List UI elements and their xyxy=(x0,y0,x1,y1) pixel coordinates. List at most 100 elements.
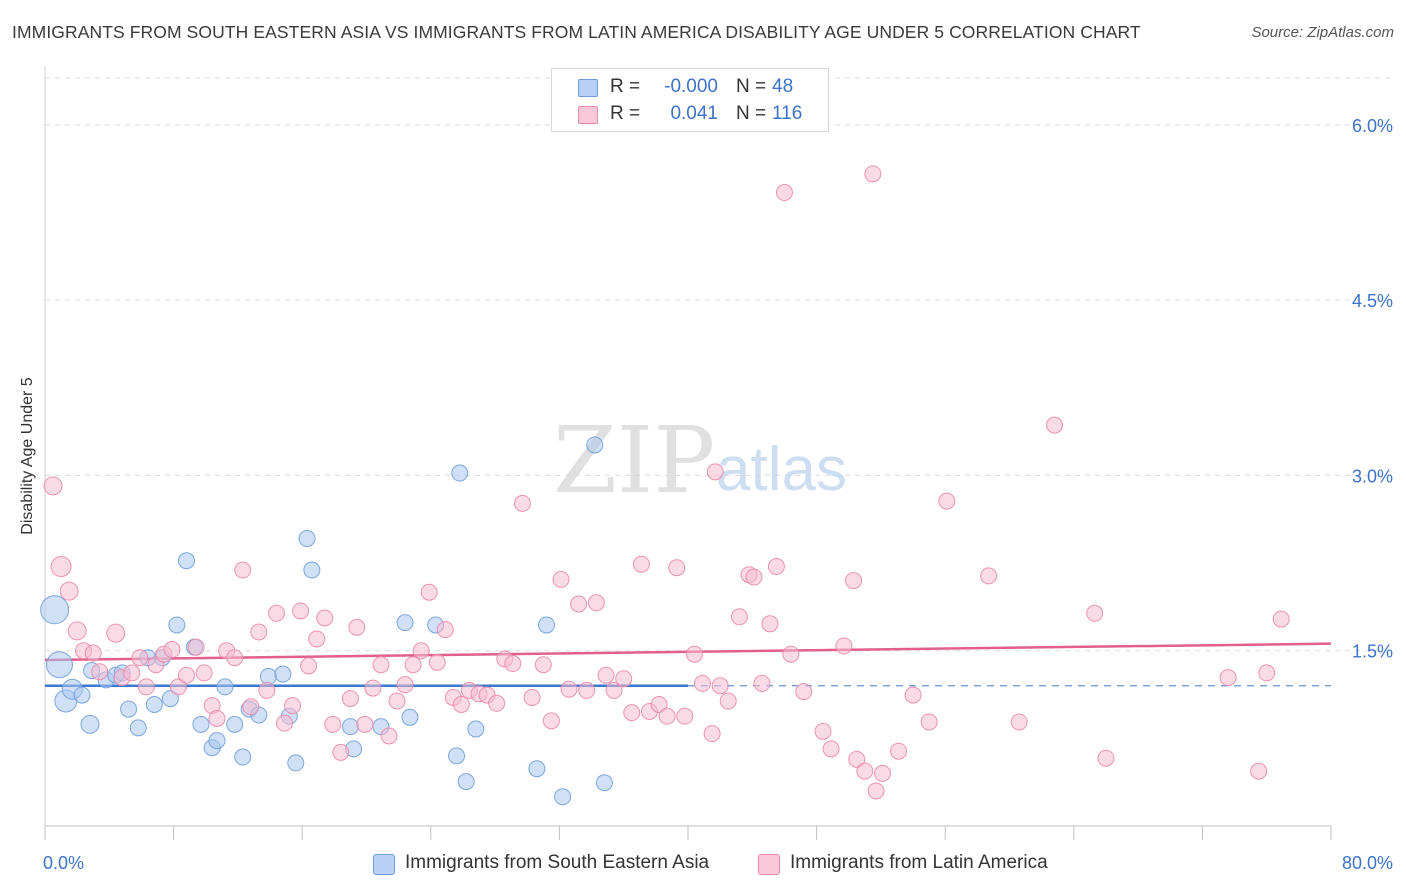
pink-data-point xyxy=(668,559,686,577)
pink-data-point xyxy=(396,676,414,694)
blue-data-point xyxy=(595,774,613,792)
pink-data-point xyxy=(658,707,676,725)
pink-data-point xyxy=(856,762,874,780)
pink-data-point xyxy=(560,680,578,698)
pink-data-point xyxy=(324,715,342,733)
axes xyxy=(44,66,1332,840)
pink-data-point xyxy=(623,704,641,722)
blue-data-point xyxy=(208,732,226,750)
y-tick-label: 1.5% xyxy=(1352,642,1393,662)
blue-data-point xyxy=(554,788,572,806)
pink-data-point xyxy=(706,463,724,481)
pink-data-point xyxy=(504,655,522,673)
pink-data-point xyxy=(372,656,390,674)
blue-data-point xyxy=(538,616,556,634)
pink-data-point xyxy=(867,782,885,800)
blue-data-point xyxy=(341,718,359,736)
pink-data-point xyxy=(730,608,748,626)
watermark-atlas: atlas xyxy=(716,435,847,504)
pink-data-point xyxy=(685,645,703,663)
pink-legend-swatch xyxy=(758,854,780,875)
pink-data-point xyxy=(719,692,737,710)
blue-data-point xyxy=(40,595,70,625)
blue-data-point xyxy=(234,748,252,766)
legend-r-value: -0.000 xyxy=(664,76,718,97)
blue-data-point xyxy=(448,747,466,765)
blue-data-point xyxy=(73,686,91,704)
y-tick-label: 3.0% xyxy=(1352,466,1393,486)
blue-data-point xyxy=(457,773,475,791)
pink-data-point xyxy=(208,709,226,727)
pink-data-point xyxy=(745,568,763,586)
pink-data-point xyxy=(356,715,374,733)
data-points xyxy=(40,165,1290,806)
pink-data-point xyxy=(890,742,908,760)
pink-data-point xyxy=(814,722,832,740)
pink-data-point xyxy=(412,642,430,660)
pink-data-point xyxy=(835,637,853,655)
pink-data-point xyxy=(1046,416,1064,434)
pink-data-point xyxy=(632,555,650,573)
pink-data-point xyxy=(1086,604,1104,622)
pink-data-point xyxy=(845,572,863,590)
pink-data-point xyxy=(1010,713,1028,731)
pink-data-point xyxy=(605,681,623,699)
pink-data-point xyxy=(1097,749,1115,767)
blue-data-point xyxy=(586,436,604,454)
pink-data-point xyxy=(284,697,302,715)
blue-data-point xyxy=(226,715,244,733)
correlation-legend: R = -0.000 N = 48 R = 0.041 N = 116 xyxy=(551,68,829,132)
pink-data-point xyxy=(364,679,382,697)
pink-data-point xyxy=(587,594,605,612)
blue-data-point xyxy=(168,616,186,634)
x-tick-label: 80.0% xyxy=(1342,853,1393,873)
watermark-zip: ZIP xyxy=(553,407,715,514)
pink-data-point xyxy=(761,615,779,633)
pink-data-point xyxy=(1272,610,1290,628)
legend-label: Immigrants from Latin America xyxy=(790,852,1048,873)
pink-data-point xyxy=(137,678,155,696)
pink-data-point xyxy=(226,649,244,667)
blue-data-point xyxy=(161,690,179,708)
pink-data-point xyxy=(123,664,141,682)
pink-data-point xyxy=(258,681,276,699)
pink-data-point xyxy=(43,476,63,496)
y-axis-label: Disability Age Under 5 xyxy=(19,377,36,535)
pink-data-point xyxy=(250,623,268,641)
pink-data-point xyxy=(534,656,552,674)
blue-data-point xyxy=(396,614,414,632)
pink-data-point xyxy=(570,595,588,613)
pink-data-point xyxy=(711,677,729,695)
pink-data-point xyxy=(874,764,892,782)
blue-data-point xyxy=(120,700,138,718)
pink-data-point xyxy=(542,712,560,730)
blue-data-point xyxy=(467,720,485,738)
blue-data-point xyxy=(259,667,277,685)
pink-data-point xyxy=(782,645,800,663)
pink-data-point xyxy=(864,165,882,183)
pink-data-point xyxy=(848,750,866,768)
pink-data-point xyxy=(428,653,446,671)
pink-data-point xyxy=(267,604,285,622)
pink-data-point xyxy=(91,663,109,681)
pink-data-point xyxy=(980,567,998,585)
pink-data-point xyxy=(332,743,350,761)
pink-data-point xyxy=(767,558,785,576)
pink-data-point xyxy=(348,618,366,636)
pink-data-point xyxy=(67,621,87,641)
blue-data-point xyxy=(45,651,73,679)
pink-data-point xyxy=(597,666,615,684)
source-label: Source: ZipAtlas.com xyxy=(1251,24,1394,41)
pink-data-point xyxy=(59,581,79,601)
blue-data-point xyxy=(145,695,163,713)
pink-data-point xyxy=(920,713,938,731)
legend-r-label: R = xyxy=(610,76,641,97)
pink-data-point xyxy=(169,678,187,696)
pink-data-point xyxy=(84,644,102,662)
legend-n-value: 48 xyxy=(772,76,794,97)
pink-data-point xyxy=(615,670,633,688)
pink-data-point xyxy=(523,688,541,706)
pink-data-point xyxy=(513,494,531,512)
blue-data-point xyxy=(274,665,292,683)
chart-title: IMMIGRANTS FROM SOUTH EASTERN ASIA VS IM… xyxy=(12,22,1141,42)
